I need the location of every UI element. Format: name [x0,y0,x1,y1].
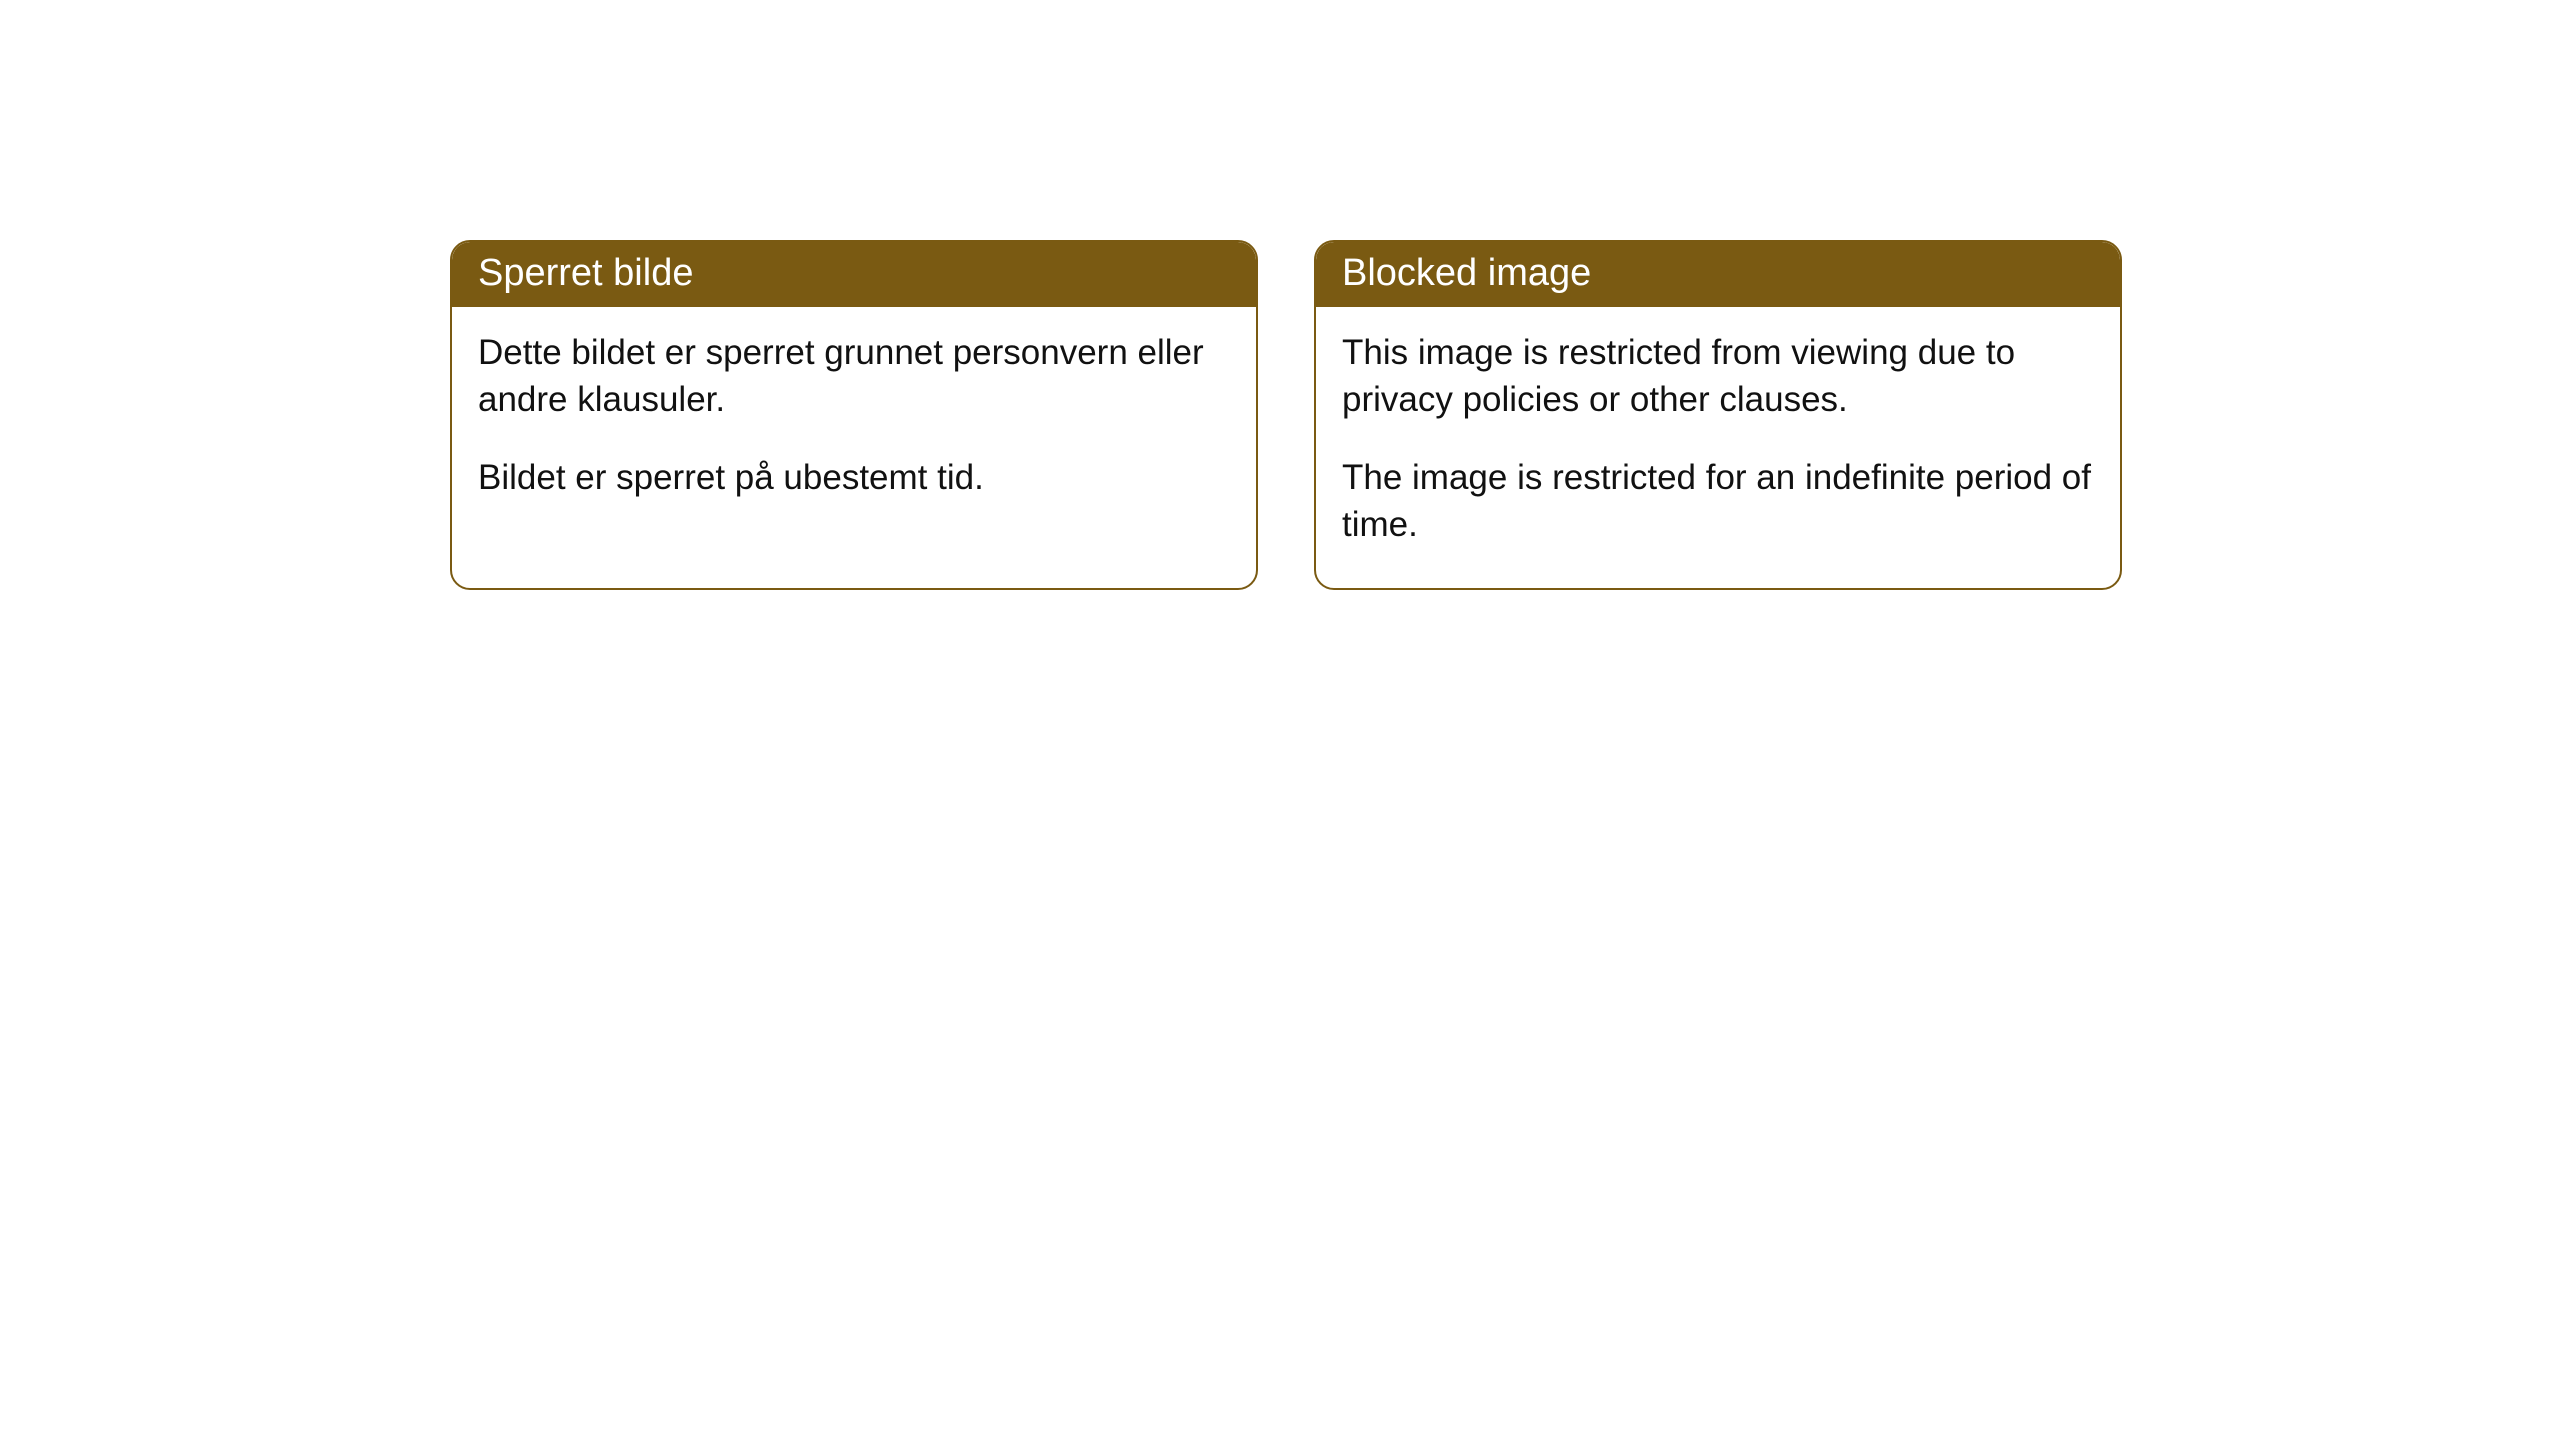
notice-card-english: Blocked image This image is restricted f… [1314,240,2122,590]
card-body: This image is restricted from viewing du… [1316,307,2120,588]
card-paragraph: Dette bildet er sperret grunnet personve… [478,329,1230,424]
card-body: Dette bildet er sperret grunnet personve… [452,307,1256,541]
card-paragraph: The image is restricted for an indefinit… [1342,454,2094,549]
card-paragraph: Bildet er sperret på ubestemt tid. [478,454,1230,501]
notice-cards-row: Sperret bilde Dette bildet er sperret gr… [450,240,2122,590]
card-title: Sperret bilde [452,242,1256,307]
card-title: Blocked image [1316,242,2120,307]
card-paragraph: This image is restricted from viewing du… [1342,329,2094,424]
notice-card-norwegian: Sperret bilde Dette bildet er sperret gr… [450,240,1258,590]
